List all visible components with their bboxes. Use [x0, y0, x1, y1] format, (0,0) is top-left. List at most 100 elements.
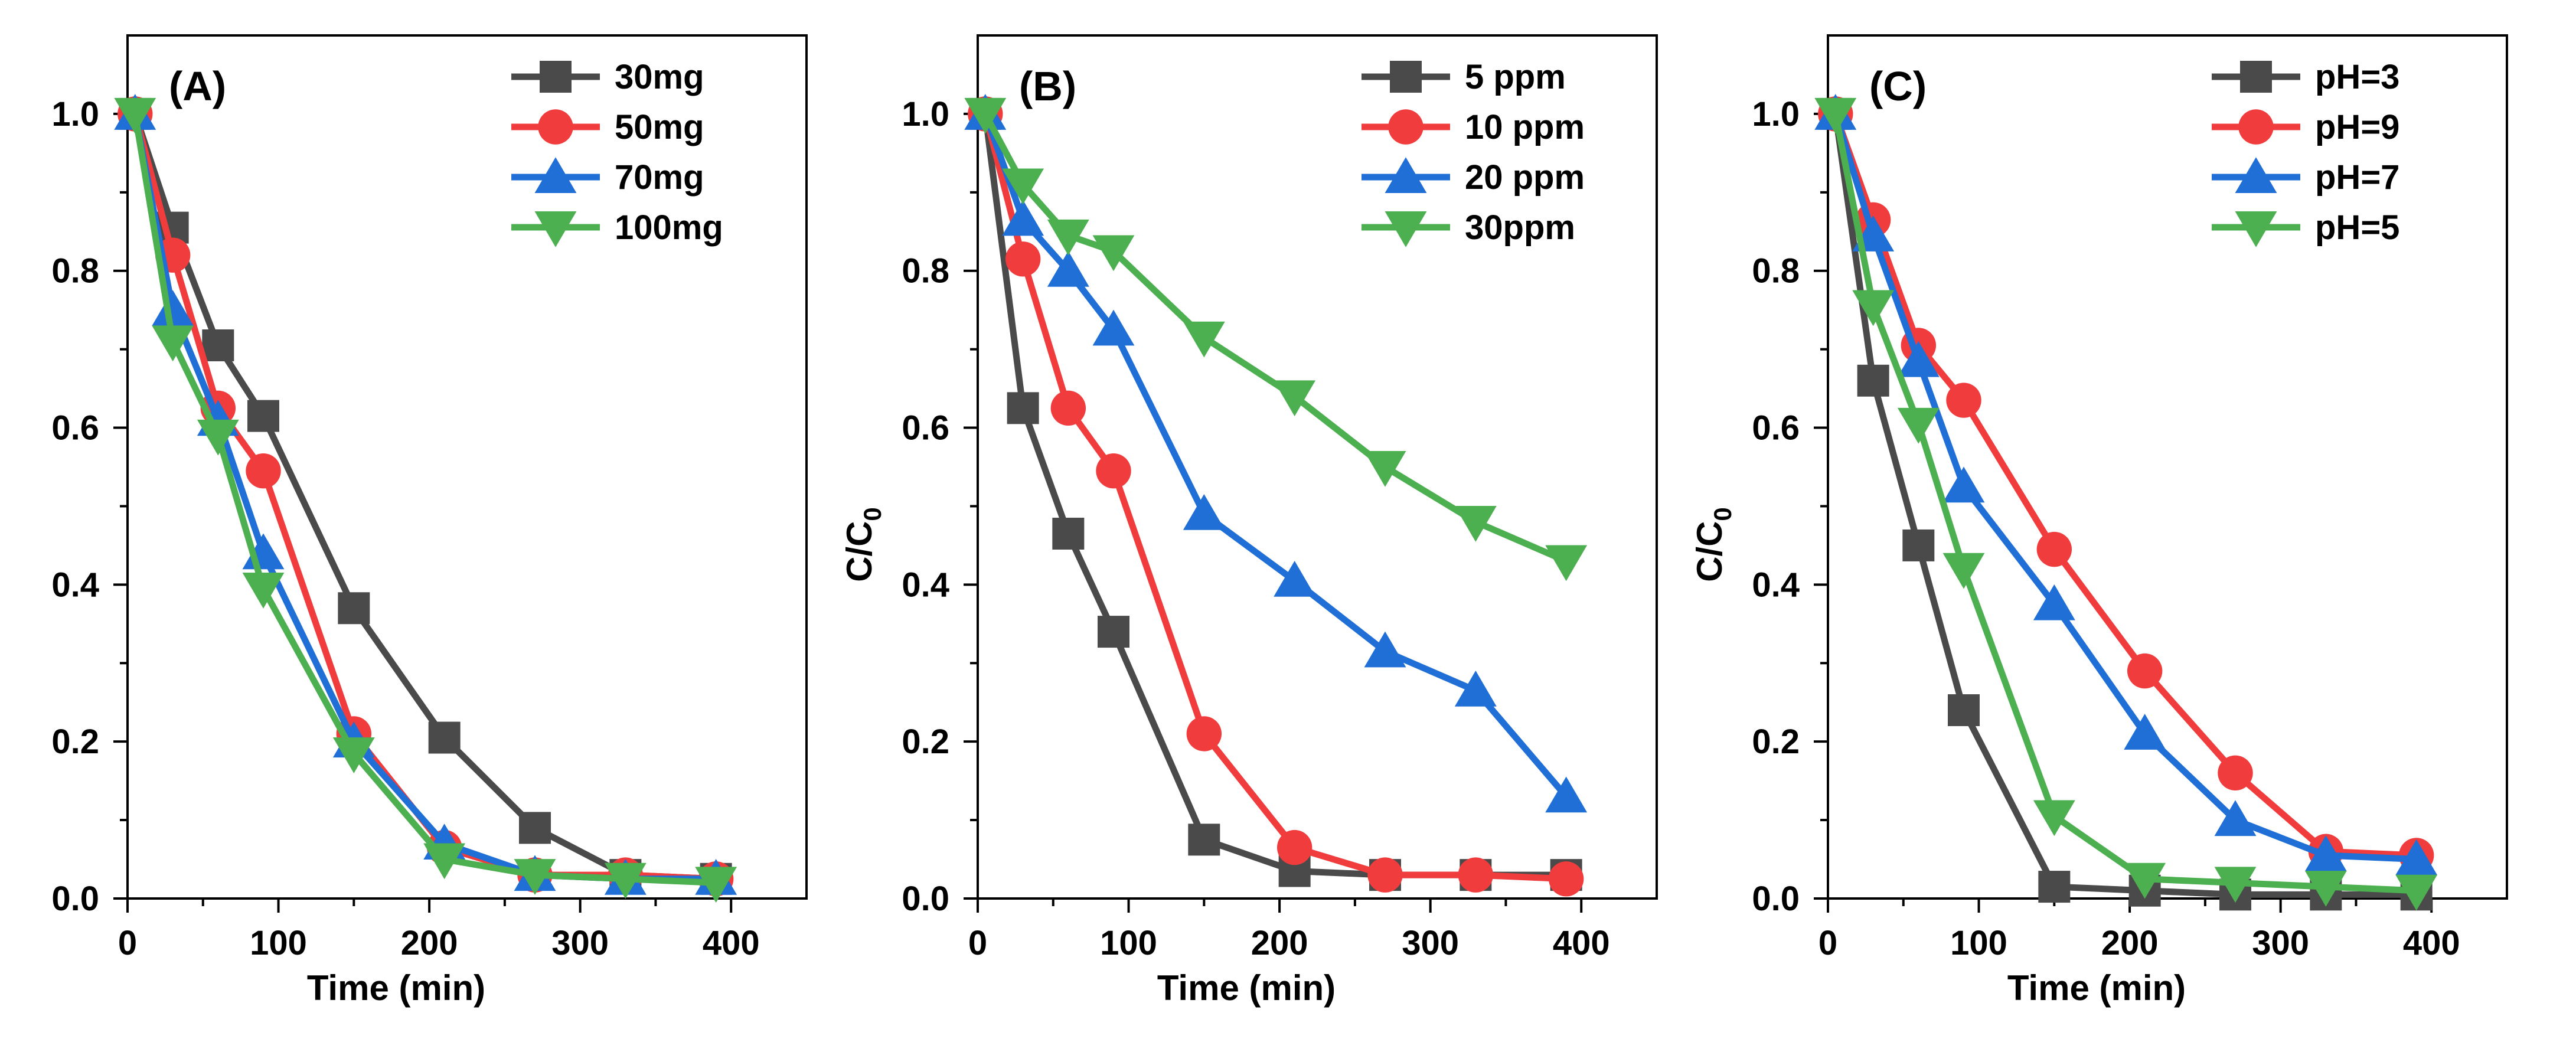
data-point	[1092, 309, 1135, 346]
y-tick-label: 0.6	[51, 409, 99, 447]
legend-marker	[1388, 109, 1424, 145]
data-point	[2304, 835, 2347, 871]
y-tick-label: 0.4	[51, 566, 99, 604]
data-point	[1367, 857, 1403, 893]
x-tick-label: 100	[1950, 924, 2007, 962]
data-point	[1857, 364, 1889, 397]
legend-label: 50mg	[615, 108, 704, 146]
y-axis-title: C/C0	[1690, 507, 1736, 582]
legend-label: pH=9	[2315, 108, 2399, 146]
data-point	[1047, 219, 1089, 256]
y-tick-label: 1.0	[51, 95, 99, 133]
legend-marker	[2235, 211, 2277, 247]
y-tick-label: 0.0	[1752, 880, 1800, 918]
x-tick-label: 400	[703, 924, 760, 962]
data-point	[1186, 716, 1222, 752]
legend-marker	[534, 157, 577, 193]
legend-marker	[1390, 61, 1422, 93]
legend-label: 100mg	[615, 208, 723, 247]
data-point	[2124, 714, 2166, 750]
data-point	[514, 859, 556, 895]
x-tick-label: 100	[250, 924, 307, 962]
y-tick-label: 0.6	[902, 409, 949, 447]
data-point	[1942, 466, 1985, 503]
panel-label: (A)	[169, 63, 226, 109]
chart-panel-3: 0 100 200 300 400 0.0 0.2 0.4 0.6 0.8 1.0 Time (min…	[1690, 34, 2508, 1008]
x-tick-label: 400	[1553, 924, 1610, 962]
data-point	[1274, 560, 1316, 597]
x-tick-label: 0	[968, 924, 987, 962]
y-axis-title-main: C/C	[840, 521, 879, 582]
data-point	[1946, 383, 1981, 418]
data-point	[695, 867, 737, 903]
y-tick-label: 0.8	[902, 252, 949, 290]
y-tick-label: 0.8	[1752, 252, 1800, 290]
y-tick-label: 0.0	[902, 880, 949, 918]
data-point	[1183, 321, 1225, 358]
data-point	[247, 400, 279, 432]
data-point	[1096, 453, 1131, 489]
x-axis-title: Time (min)	[1157, 968, 1336, 1008]
panel-label: (C)	[1869, 63, 1927, 109]
data-point	[332, 737, 375, 773]
x-axis-title: Time (min)	[2007, 968, 2186, 1008]
y-axis-title-subscript: 0	[1709, 507, 1736, 521]
data-point	[1002, 168, 1044, 205]
y-tick-label: 0.2	[902, 723, 949, 761]
data-point	[1050, 390, 1086, 426]
legend-label: pH=7	[2315, 158, 2399, 197]
legend-label: 20 ppm	[1465, 158, 1585, 197]
data-point	[1948, 694, 1980, 727]
chart-panel-1: 0 100 200 300 400 0.0 0.2 0.4 0.6 0.8 1.0 Time (min…	[51, 34, 808, 1008]
data-point	[1364, 631, 1406, 668]
y-tick-label: 0.0	[51, 880, 99, 918]
data-point	[428, 721, 461, 754]
data-point	[1005, 241, 1041, 277]
plot-frame	[977, 34, 1658, 900]
data-point	[2395, 874, 2438, 911]
y-tick-label: 0.6	[1752, 409, 1800, 447]
y-tick-label: 0.2	[51, 723, 99, 761]
data-point	[152, 290, 194, 326]
legend-marker	[2235, 157, 2277, 193]
data-point	[1852, 290, 1895, 326]
data-point	[1183, 494, 1225, 530]
data-point	[1276, 829, 1313, 865]
data-point	[964, 97, 1007, 134]
data-point	[1897, 407, 1940, 444]
x-tick-label: 200	[1251, 924, 1308, 962]
data-point	[2218, 755, 2253, 791]
legend-label: 30mg	[615, 58, 704, 96]
x-axis-title: Time (min)	[307, 968, 485, 1008]
data-point	[2127, 653, 2163, 689]
data-point	[1454, 671, 1497, 707]
data-point	[1942, 553, 1985, 589]
x-tick-label: 200	[2101, 924, 2159, 962]
legend-label: 70mg	[615, 158, 704, 197]
x-tick-label: 300	[551, 924, 609, 962]
x-tick-label: 300	[2252, 924, 2309, 962]
data-point	[1274, 380, 1316, 417]
data-point	[1098, 616, 1129, 648]
data-point	[1545, 776, 1588, 813]
data-point	[423, 843, 466, 880]
data-point	[152, 325, 194, 362]
legend-marker	[1385, 157, 1427, 193]
x-tick-label: 0	[1818, 924, 1837, 962]
x-tick-label: 100	[1100, 924, 1157, 962]
data-point	[2036, 531, 2072, 567]
data-point	[1548, 861, 1584, 897]
data-point	[246, 453, 281, 489]
y-axis-title: C/C0	[840, 507, 886, 582]
data-point	[1454, 506, 1497, 542]
data-point	[1458, 857, 1494, 893]
data-point	[604, 862, 647, 899]
panel-label: (B)	[1019, 63, 1076, 109]
legend-marker	[2238, 109, 2274, 145]
legend-marker	[2240, 61, 2272, 93]
plot-frame	[126, 34, 808, 900]
legend-marker	[538, 109, 573, 145]
legend-label: 10 ppm	[1465, 108, 1585, 146]
data-point	[1814, 97, 1857, 134]
